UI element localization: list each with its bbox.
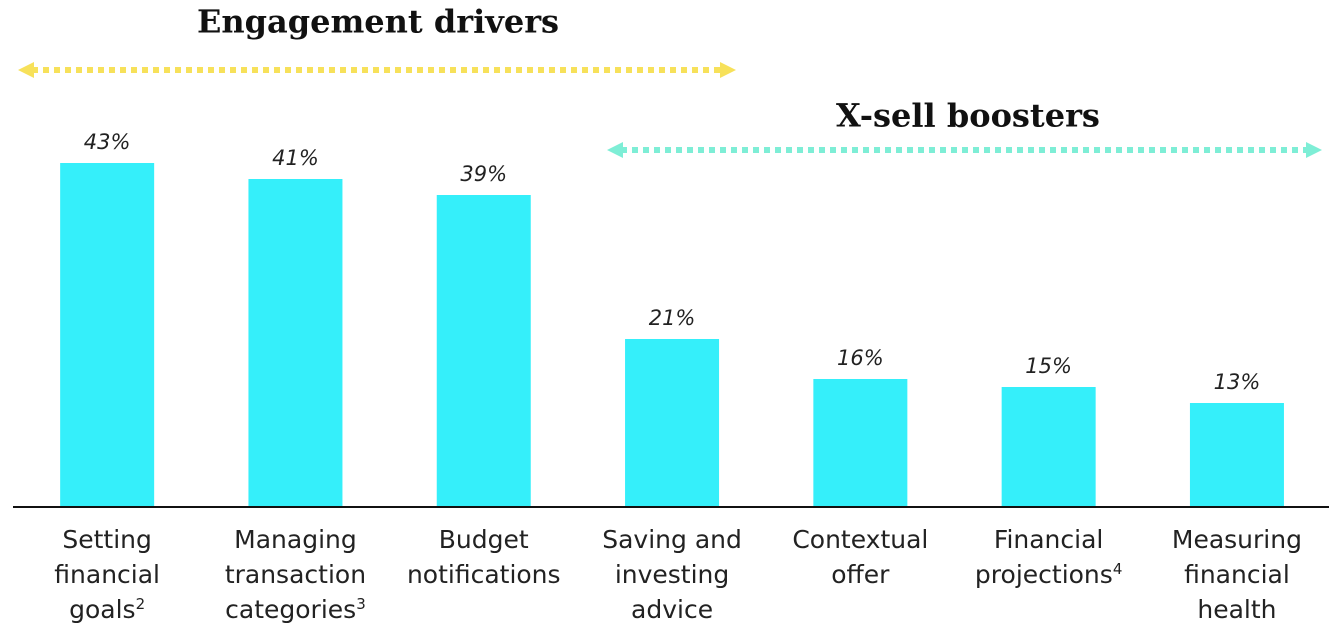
value-label: 43%	[84, 130, 131, 154]
x-tick-label: Contextual offer	[766, 522, 954, 592]
x-tick-label: Saving and investing advice	[578, 522, 766, 627]
category-text: Saving and investing advice	[602, 525, 742, 624]
bar	[436, 195, 531, 507]
arrow-head	[720, 62, 736, 78]
x-tick-label: Measuring financial health	[1143, 522, 1329, 627]
category-text: Budget notifications	[406, 525, 561, 589]
footnote-marker: 3	[356, 595, 366, 613]
value-label: 21%	[649, 306, 696, 330]
footnote-marker: 2	[135, 595, 146, 613]
x-tick-label: Managing transaction categories3	[201, 522, 389, 627]
value-label: 13%	[1214, 370, 1261, 394]
bar	[60, 163, 155, 507]
value-label: 15%	[1025, 354, 1072, 378]
category-text: Measuring financial health	[1171, 525, 1302, 624]
value-label: 41%	[272, 146, 319, 170]
category-text: Financial projections	[974, 525, 1113, 589]
annotation-title: Engagement drivers	[197, 3, 559, 41]
category-text: Contextual offer	[792, 525, 929, 589]
arrow-head	[1306, 142, 1322, 158]
category-text: Managing transaction categories	[224, 525, 367, 624]
x-tick-label: Setting financial goals2	[13, 522, 201, 627]
arrow-head	[18, 62, 34, 78]
arrow-head	[607, 142, 623, 158]
bar	[1189, 403, 1284, 507]
annotation-title: X-sell boosters	[836, 97, 1100, 135]
bar	[813, 379, 908, 507]
value-label: 39%	[460, 162, 507, 186]
x-tick-label: Financial projections4	[955, 522, 1143, 592]
footnote-marker: 4	[1112, 560, 1123, 578]
x-tick-label: Budget notifications	[390, 522, 578, 592]
bar	[1001, 387, 1096, 507]
bar	[248, 179, 343, 507]
category-text: Setting financial goals	[54, 525, 160, 624]
value-label: 16%	[837, 346, 884, 370]
bar	[625, 339, 720, 507]
